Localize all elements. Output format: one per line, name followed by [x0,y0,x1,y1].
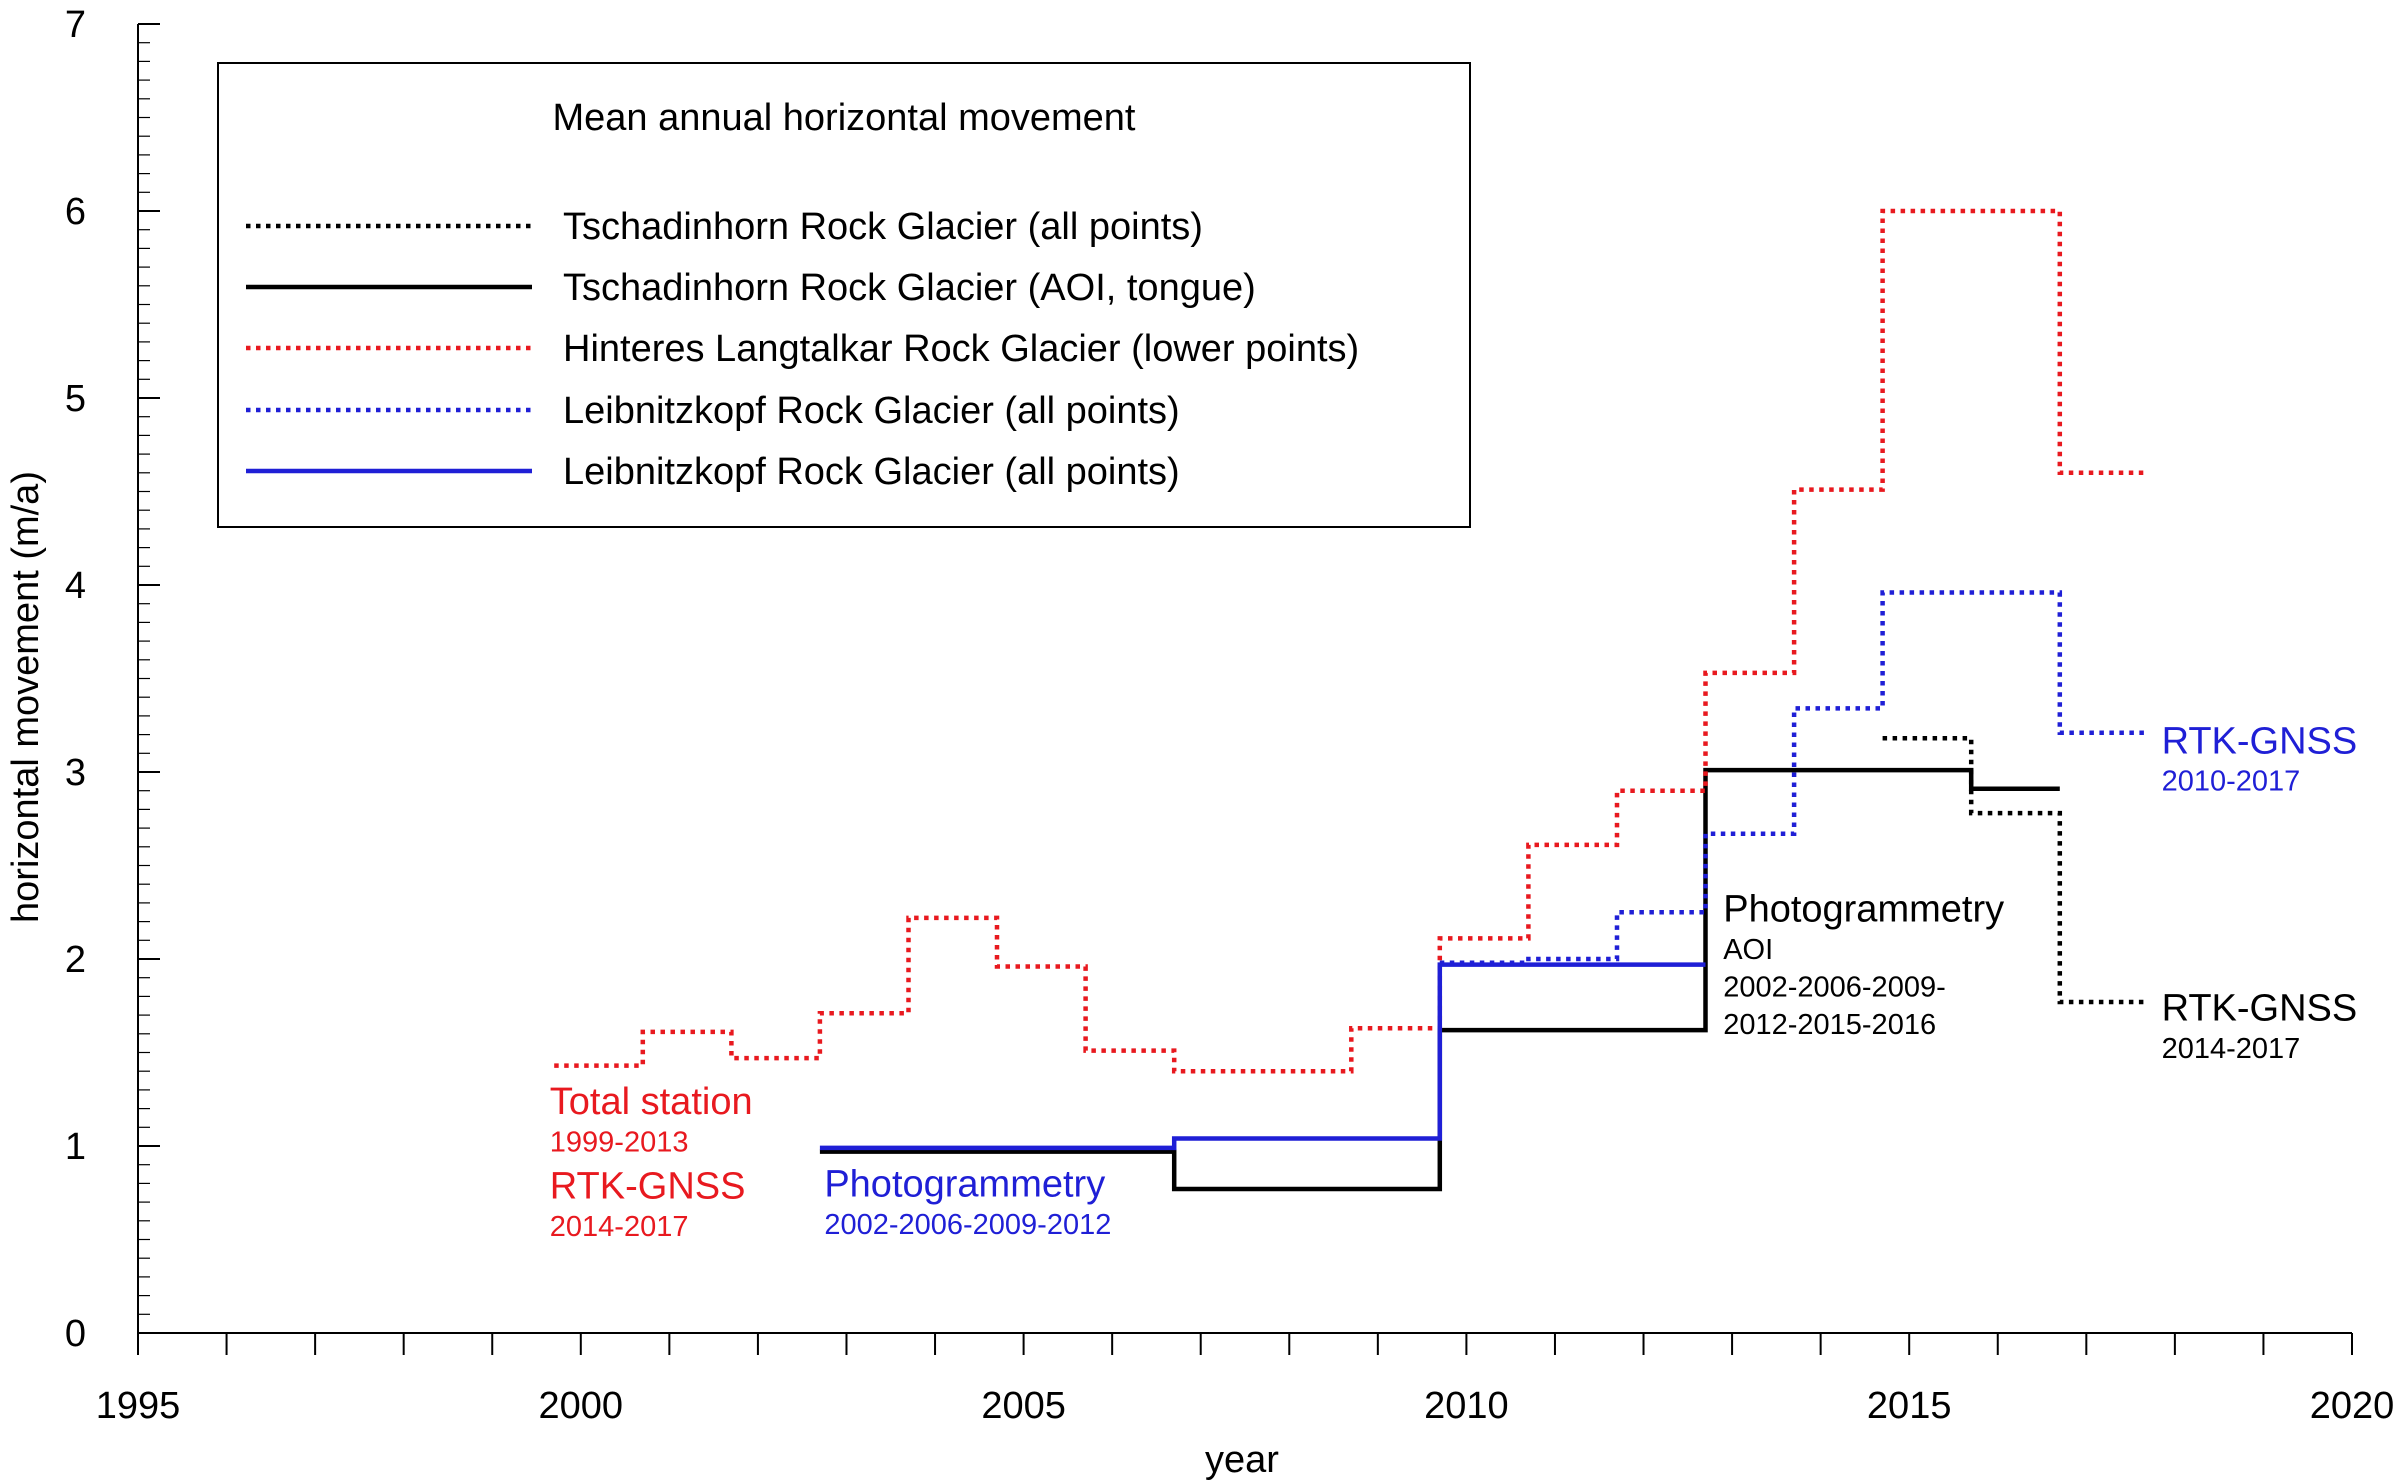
series-layer [554,208,2149,1192]
legend-box [217,62,1471,528]
x-tick-label: 2020 [2310,1385,2395,1427]
annotation-photo-black-aoi: AOI [1723,934,1773,966]
legend: Mean annual horizontal movement Tschadin… [217,62,1471,528]
annotation-rtk-blue-yr: 2010-2017 [2162,766,2301,798]
x-tick-label: 2015 [1867,1385,1952,1427]
series-line-1 [1882,736,2149,1005]
y-tick-label: 2 [65,939,86,981]
series-line-5 [819,962,1706,1151]
x-axis-label: year [1205,1439,1279,1481]
x-tick-label: 1995 [96,1385,181,1427]
series-line-2 [819,767,2060,1192]
y-tick-label: 7 [65,4,86,46]
annotation-layer: Total station1999-2013RTK-GNSS2014-2017P… [550,720,2357,1242]
axes: 1995 2000 2005 2010 2015 2020 0 1 2 3 4 5 6 7 [65,4,2394,1427]
legend-entries: Tschadinhorn Rock Glacier (all points) Ts… [246,206,1359,493]
legend-label-5: Leibnitzkopf Rock Glacier (all points) [563,451,1180,493]
legend-label-1: Tschadinhorn Rock Glacier (all points) [563,206,1203,248]
y-tick-label: 6 [65,191,86,233]
legend-label-2: Tschadinhorn Rock Glacier (AOI, tongue) [563,267,1256,309]
annotation-photo-blue-yr: 2002-2006-2009-2012 [824,1209,1111,1241]
y-tick-label: 1 [65,1126,86,1168]
series-line-4 [1439,590,2149,965]
annotation-rtk-red: RTK-GNSS [550,1165,746,1207]
annotation-photo-black-yr1: 2002-2006-2009- [1723,971,1946,1003]
annotation-ts-yr: 1999-2013 [550,1127,689,1159]
x-tick-label: 2005 [981,1385,1066,1427]
annotation-ts: Total station [550,1081,753,1123]
y-tick-label: 4 [65,565,86,607]
legend-label-3: Hinteres Langtalkar Rock Glacier (lower … [563,328,1359,370]
y-tick-label: 3 [65,752,86,794]
y-axis-label: horizontal movement (m/a) [5,471,47,923]
series-line-3 [554,208,2149,1074]
y-tick-label: 0 [65,1313,86,1355]
legend-title: Mean annual horizontal movement [552,97,1135,139]
y-tick-label: 5 [65,378,86,420]
x-tick-label: 2010 [1424,1385,1509,1427]
annotation-rtk-blue: RTK-GNSS [2162,720,2358,762]
annotation-rtk-black-yr: 2014-2017 [2162,1033,2301,1065]
annotation-photo-black-yr2: 2012-2015-2016 [1723,1009,1936,1041]
annotation-rtk-red-yr: 2014-2017 [550,1211,689,1243]
annotation-photo-black: Photogrammetry [1723,889,2004,931]
annotation-rtk-black: RTK-GNSS [2162,988,2358,1030]
legend-label-4: Leibnitzkopf Rock Glacier (all points) [563,390,1180,432]
x-tick-label: 2000 [539,1385,624,1427]
annotation-photo-blue: Photogrammetry [824,1163,1105,1205]
